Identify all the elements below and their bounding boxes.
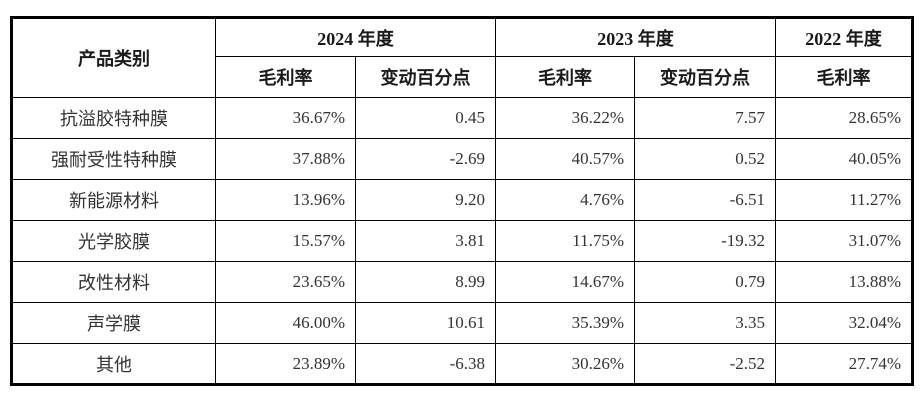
value-cell: 0.79 bbox=[634, 261, 776, 303]
year-2024-header: 2024 年度 bbox=[215, 17, 496, 57]
year-2022-header: 2022 年度 bbox=[775, 17, 913, 57]
value-cell: 32.04% bbox=[775, 302, 913, 344]
value-cell: 11.27% bbox=[775, 179, 913, 221]
product-name-cell: 抗溢胶特种膜 bbox=[11, 97, 216, 139]
year-2023-header: 2023 年度 bbox=[495, 17, 776, 57]
value-cell: 0.52 bbox=[634, 138, 776, 180]
value-cell: 35.39% bbox=[495, 302, 635, 344]
header-row-years: 产品类别 2024 年度 2023 年度 2022 年度 bbox=[11, 17, 913, 98]
col-header-2023-change-points: 变动百分点 bbox=[634, 56, 776, 98]
value-cell: 9.20 bbox=[355, 179, 496, 221]
value-cell: 7.57 bbox=[634, 97, 776, 139]
header-row-metrics: 毛利率 变动百分点 毛利率 变动百分点 毛利率 bbox=[12, 56, 913, 98]
value-cell: -19.32 bbox=[634, 220, 776, 262]
value-cell: 28.65% bbox=[775, 97, 913, 139]
value-cell: 3.35 bbox=[634, 302, 776, 344]
value-cell: -6.38 bbox=[355, 343, 496, 385]
gross-margin-table: 产品类别 2024 年度 2023 年度 2022 年度 毛利率 变动百分点 毛… bbox=[10, 16, 914, 386]
value-cell: 27.74% bbox=[775, 343, 913, 385]
table-row: 新能源材料 13.96% 9.20 4.76% -6.51 11.27% bbox=[11, 179, 913, 221]
value-cell: -6.51 bbox=[634, 179, 776, 221]
value-cell: 36.22% bbox=[495, 97, 635, 139]
value-cell: -2.69 bbox=[355, 138, 496, 180]
value-cell: 4.76% bbox=[495, 179, 635, 221]
product-name-cell: 光学胶膜 bbox=[11, 220, 216, 262]
value-cell: 46.00% bbox=[215, 302, 356, 344]
product-name-cell: 新能源材料 bbox=[11, 179, 216, 221]
product-name-cell: 声学膜 bbox=[11, 302, 216, 344]
col-header-2024-gross-margin: 毛利率 bbox=[215, 56, 356, 98]
table-body: 抗溢胶特种膜 36.67% 0.45 36.22% 7.57 28.65% 强耐受性特种膜 3… bbox=[11, 97, 913, 385]
col-header-2023-gross-margin: 毛利率 bbox=[495, 56, 635, 98]
col-header-2022-gross-margin: 毛利率 bbox=[775, 56, 913, 98]
value-cell: 13.96% bbox=[215, 179, 356, 221]
product-name-cell: 改性材料 bbox=[11, 261, 216, 303]
value-cell: 37.88% bbox=[215, 138, 356, 180]
value-cell: 0.45 bbox=[355, 97, 496, 139]
table-row: 声学膜 46.00% 10.61 35.39% 3.35 32.04% bbox=[11, 302, 913, 344]
product-name-cell: 其他 bbox=[11, 343, 216, 385]
value-cell: 40.57% bbox=[495, 138, 635, 180]
value-cell: 3.81 bbox=[355, 220, 496, 262]
table-header: 产品类别 2024 年度 2023 年度 2022 年度 毛利率 变动百分点 毛… bbox=[11, 17, 913, 98]
product-name-cell: 强耐受性特种膜 bbox=[11, 138, 216, 180]
value-cell: 31.07% bbox=[775, 220, 913, 262]
value-cell: 40.05% bbox=[775, 138, 913, 180]
table-row: 改性材料 23.65% 8.99 14.67% 0.79 13.88% bbox=[11, 261, 913, 303]
value-cell: 30.26% bbox=[495, 343, 635, 385]
value-cell: -2.52 bbox=[634, 343, 776, 385]
value-cell: 14.67% bbox=[495, 261, 635, 303]
table-row: 光学胶膜 15.57% 3.81 11.75% -19.32 31.07% bbox=[11, 220, 913, 262]
gross-margin-table-container: 产品类别 2024 年度 2023 年度 2022 年度 毛利率 变动百分点 毛… bbox=[10, 16, 914, 386]
value-cell: 13.88% bbox=[775, 261, 913, 303]
table-row: 抗溢胶特种膜 36.67% 0.45 36.22% 7.57 28.65% bbox=[11, 97, 913, 139]
value-cell: 15.57% bbox=[215, 220, 356, 262]
value-cell: 23.89% bbox=[215, 343, 356, 385]
col-header-2024-change-points: 变动百分点 bbox=[355, 56, 496, 98]
value-cell: 11.75% bbox=[495, 220, 635, 262]
product-category-header: 产品类别 bbox=[11, 17, 216, 98]
table-row: 强耐受性特种膜 37.88% -2.69 40.57% 0.52 40.05% bbox=[11, 138, 913, 180]
value-cell: 10.61 bbox=[355, 302, 496, 344]
value-cell: 23.65% bbox=[215, 261, 356, 303]
value-cell: 36.67% bbox=[215, 97, 356, 139]
table-row: 其他 23.89% -6.38 30.26% -2.52 27.74% bbox=[11, 343, 913, 385]
value-cell: 8.99 bbox=[355, 261, 496, 303]
